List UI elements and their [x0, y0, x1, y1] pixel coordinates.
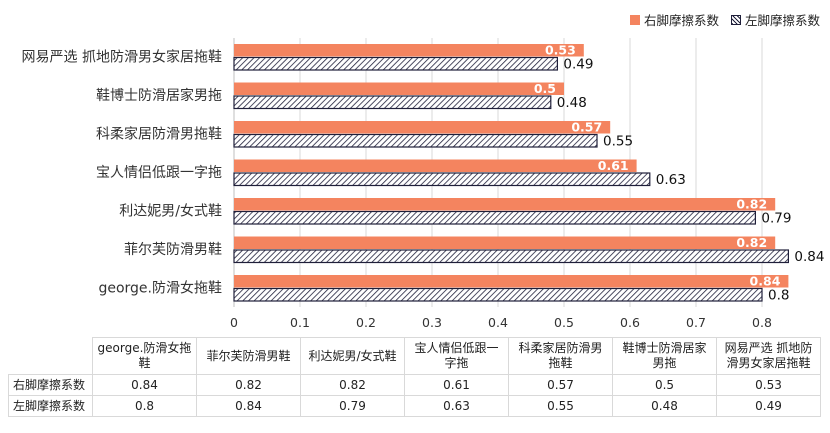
table-corner-cell [8, 337, 93, 375]
x-tick-label: 0.6 [620, 315, 640, 330]
category-label: 菲尔芙防滑男鞋 [124, 241, 222, 258]
data-label-left-foot: 0.49 [563, 57, 593, 73]
category-label: 科柔家居防滑男拖鞋 [96, 126, 222, 143]
x-tick-label: 0.3 [422, 315, 442, 330]
table-cell: 0.63 [404, 395, 509, 417]
table-cell: 0.82 [196, 374, 301, 396]
data-label-right-foot: 0.53 [545, 43, 576, 58]
table-cell: 0.49 [716, 395, 821, 417]
bar-right-foot [234, 275, 789, 288]
table-cell: 0.55 [508, 395, 613, 417]
legend-label-right-foot: 右脚摩擦系数 [643, 13, 719, 28]
data-label-right-foot: 0.82 [736, 235, 767, 250]
data-table: george.防滑女拖鞋 菲尔芙防滑男鞋 利达妮男/女式鞋 宝人情侣低跟一字拖 … [8, 337, 821, 417]
table-row-label: 右脚摩擦系数 [8, 374, 93, 396]
legend-swatch-right-foot [629, 14, 640, 25]
table-column-header: 网易严选 抓地防滑男女家居拖鞋 [716, 337, 821, 375]
table-row: 右脚摩擦系数 0.84 0.82 0.82 0.61 0.57 0.5 0.53 [8, 374, 821, 396]
x-tick-label: 0.7 [686, 315, 706, 330]
table-cell: 0.5 [612, 374, 717, 396]
data-label-right-foot: 0.82 [736, 197, 767, 212]
data-label-right-foot: 0.61 [598, 158, 629, 173]
bar-right-foot [234, 198, 776, 211]
x-axis-ticks: 0 0.1 0.2 0.3 0.4 0.5 0.6 0.7 0.8 [230, 315, 772, 330]
table-cell: 0.53 [716, 374, 821, 396]
data-label-left-foot: 0.48 [557, 95, 587, 111]
table-column-header: 鞋博士防滑居家男拖 [612, 337, 717, 375]
table-cell: 0.57 [508, 374, 613, 396]
x-tick-label: 0.4 [488, 315, 508, 330]
legend: 右脚摩擦系数 左脚摩擦系数 [629, 10, 820, 29]
table-row: 左脚摩擦系数 0.8 0.84 0.79 0.63 0.55 0.48 0.49 [8, 395, 821, 417]
bars [233, 44, 790, 302]
data-labels: 0.530.490.50.480.570.550.610.630.820.790… [534, 43, 825, 304]
bar-right-foot [234, 44, 584, 57]
legend-swatch-left-foot [730, 14, 741, 25]
x-tick-label: 0 [230, 315, 238, 330]
bar-left-foot [233, 56, 558, 71]
legend-item-left-foot: 左脚摩擦系数 [730, 10, 820, 29]
table-column-header: 菲尔芙防滑男鞋 [196, 337, 301, 375]
bar-left-foot [233, 210, 757, 225]
category-label: 宝人情侣低跟一字拖 [96, 165, 222, 181]
data-label-right-foot: 0.84 [750, 274, 781, 289]
bar-left-foot [233, 172, 651, 187]
table-cell: 0.84 [92, 374, 197, 396]
table-column-header: 科柔家居防滑男拖鞋 [508, 337, 613, 375]
legend-label-left-foot: 左脚摩擦系数 [744, 13, 820, 28]
table-cell: 0.84 [196, 395, 301, 417]
bar-left-foot [233, 95, 552, 110]
data-label-left-foot: 0.84 [794, 249, 824, 265]
x-tick-label: 0.1 [290, 315, 310, 330]
table-column-header: 利达妮男/女式鞋 [300, 337, 405, 375]
data-label-right-foot: 0.57 [571, 120, 602, 135]
bar-chart: 0.530.490.50.480.570.550.610.630.820.790… [22, 38, 825, 330]
table-cell: 0.8 [92, 395, 197, 417]
table-cell: 0.82 [300, 374, 405, 396]
x-tick-label: 0.5 [554, 315, 574, 330]
data-label-left-foot: 0.79 [761, 211, 791, 227]
category-labels: 网易严选 抓地防滑男女家居拖鞋鞋博士防滑居家男拖科柔家居防滑男拖鞋宝人情侣低跟一… [22, 49, 222, 297]
bar-right-foot [234, 121, 611, 134]
x-tick-label: 0.2 [356, 315, 376, 330]
bar-right-foot [234, 159, 637, 172]
data-label-right-foot: 0.5 [534, 81, 556, 96]
category-label: 利达妮男/女式鞋 [119, 203, 222, 220]
bar-left-foot [233, 249, 790, 264]
category-label: 鞋博士防滑居家男拖 [96, 87, 222, 104]
table-row-label: 左脚摩擦系数 [8, 395, 93, 417]
table-column-header: george.防滑女拖鞋 [92, 337, 197, 375]
table-cell: 0.48 [612, 395, 717, 417]
x-tick-label: 0.8 [752, 315, 772, 330]
data-label-left-foot: 0.8 [768, 288, 789, 304]
bar-right-foot [234, 82, 564, 95]
legend-item-right-foot: 右脚摩擦系数 [629, 10, 719, 29]
table-cell: 0.61 [404, 374, 509, 396]
category-label: 网易严选 抓地防滑男女家居拖鞋 [22, 49, 222, 66]
bar-right-foot [234, 236, 776, 249]
table-header-row: george.防滑女拖鞋 菲尔芙防滑男鞋 利达妮男/女式鞋 宝人情侣低跟一字拖 … [8, 337, 821, 375]
category-label: george.防滑女拖鞋 [98, 280, 222, 297]
bar-left-foot [233, 133, 598, 148]
data-label-left-foot: 0.63 [656, 172, 686, 188]
bar-left-foot [233, 287, 763, 302]
table-column-header: 宝人情侣低跟一字拖 [404, 337, 509, 375]
table-cell: 0.79 [300, 395, 405, 417]
data-label-left-foot: 0.55 [603, 134, 633, 150]
